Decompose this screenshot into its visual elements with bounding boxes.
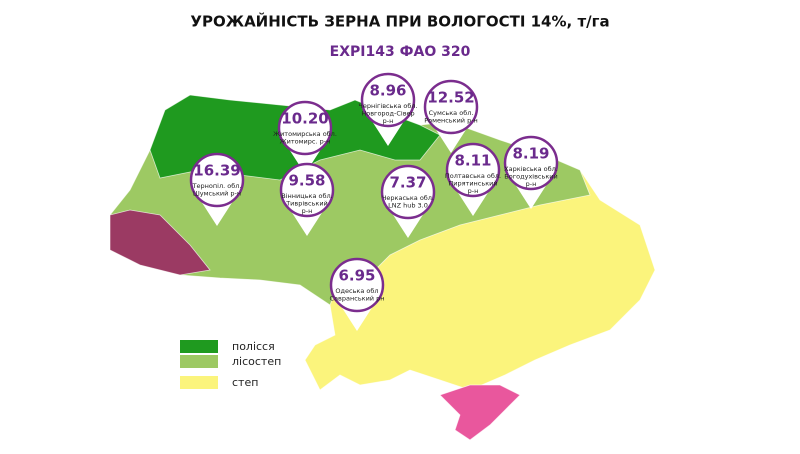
pin-value: 16.39 [193,162,240,180]
pin-location: Богодухівський [504,173,557,181]
pin: 10.20 Житомирська обл.Житомирс. р-н [273,100,337,174]
pin-circle [445,142,501,198]
pin-circle [189,152,245,208]
pin-location: Одеська обл [335,287,378,295]
pin-location: Савранський рн [330,295,385,303]
pin-location: Полтавська обл. [445,172,501,180]
pin-circle [423,79,479,135]
pin-value: 7.37 [389,174,426,192]
pin-location: Сумська обл. [429,109,474,117]
pin-location: Черкаська обл. [382,194,434,202]
pin-value: 8.19 [512,145,549,163]
pins: 10.20 Житомирська обл.Житомирс. р-н 8.96 Че… [189,72,559,331]
pin-location: Тернопіл. обл. [192,182,242,190]
pin: 16.39 Тернопіл. обл.Шумський р-н [189,152,245,226]
legend: полісся лісостеп степ [180,340,281,389]
legend-swatch [180,355,218,368]
carpathian-zone [109,209,211,276]
pin-circle [503,135,559,191]
pin-location: Новгород-Сівер [361,110,414,118]
pin-location: р-н [526,180,537,188]
pin-value: 8.11 [454,152,491,170]
pin-value: 6.95 [338,267,375,285]
pin-circle [329,257,385,313]
pin-value: 12.52 [427,89,474,107]
pin: 7.37 Черкаська обл.LNZ hub 3.0 [380,164,436,238]
crimea-mountain-zone [439,384,521,441]
pin-circle [279,162,335,218]
pin-location: Шумський р-н [193,190,241,198]
pin-location: Пирятинський [448,180,497,188]
pin-value: 10.20 [281,110,328,128]
pin-location: Житомирська обл. [273,130,337,138]
legend-label: полісся [232,340,275,353]
pin-circle [380,164,436,220]
pin-location: Харківська обл. [504,165,558,173]
title: УРОЖАЙНІСТЬ ЗЕРНА ПРИ ВОЛОГОСТІ 14%, т/г… [190,12,609,31]
pin-location: р-н [468,187,479,195]
legend-label: лісостеп [232,355,281,368]
pin: 12.52 Сумська обл.Роменський р-н [423,79,479,153]
pin-location: р-н [302,207,313,215]
subtitle: EXPI143 ФАО 320 [330,44,471,60]
pin-location: Роменський р-н [424,117,478,125]
pin-circle [360,72,416,128]
pin-value: 9.58 [288,172,325,190]
pin-circle [277,100,333,156]
pin-value: 8.96 [369,82,406,100]
legend-swatch [180,376,218,389]
pin-location: Чернігівська обл. [358,102,417,110]
pin-location: Тиврівський [285,200,328,208]
legend-swatch [180,340,218,353]
legend-label: степ [232,376,258,389]
pin-location: р-н [383,117,394,125]
pin-location: Житомирс. р-н [280,138,331,146]
pin-location: LNZ hub 3.0 [388,202,428,210]
pin-location: Вінницька обл. [281,192,332,200]
